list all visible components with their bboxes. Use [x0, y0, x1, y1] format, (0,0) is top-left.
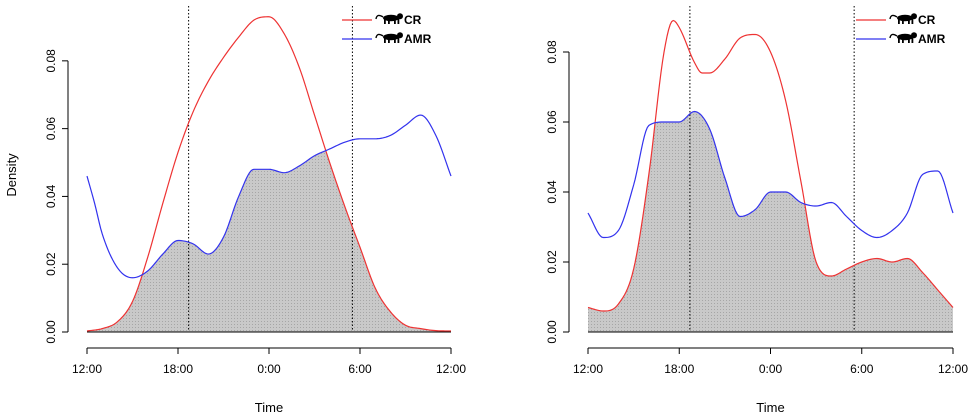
y-tick-label: 0.08 [545, 40, 559, 64]
x-tick-label: 12:00 [573, 362, 603, 376]
x-tick-label: 0:00 [257, 362, 281, 376]
overlap-area [87, 150, 451, 332]
legend: CR AMR [342, 12, 432, 46]
series-cr-line [86, 16, 452, 332]
jaguar-icon [889, 12, 918, 25]
legend-label-amr: AMR [404, 32, 432, 46]
jaguar-icon [375, 12, 404, 25]
overlap-area [588, 111, 953, 332]
y-axis: 0.00 0.02 0.04 0.06 0.08 [44, 49, 69, 344]
y-axis-title: Density [4, 153, 19, 197]
y-axis: 0.00 0.02 0.04 0.06 0.08 [545, 40, 570, 344]
legend-label-amr: AMR [918, 32, 946, 46]
x-axis: 12:00 18:00 0:00 6:00 12:00 [573, 347, 968, 376]
y-tick-label: 0.00 [44, 320, 58, 344]
y-tick-label: 0.06 [545, 110, 559, 134]
x-axis-title: Time [756, 400, 784, 415]
x-tick-label: 18:00 [163, 362, 193, 376]
x-tick-label: 6:00 [850, 362, 874, 376]
y-tick-label: 0.04 [44, 184, 58, 208]
jaguar-icon [889, 31, 918, 44]
y-tick-label: 0.04 [545, 180, 559, 204]
x-tick-label: 12:00 [938, 362, 968, 376]
x-tick-label: 12:00 [72, 362, 102, 376]
jaguar-icon [375, 31, 404, 44]
x-tick-label: 0:00 [759, 362, 783, 376]
x-tick-label: 12:00 [436, 362, 466, 376]
x-axis: 12:00 18:00 0:00 6:00 12:00 [72, 347, 466, 376]
y-tick-label: 0.02 [545, 250, 559, 274]
legend-label-cr: CR [404, 13, 422, 27]
series-amr-line [86, 114, 452, 279]
y-tick-label: 0.06 [44, 117, 58, 141]
x-tick-label: 6:00 [348, 362, 372, 376]
y-tick-label: 0.02 [44, 252, 58, 276]
legend: CR AMR [856, 12, 946, 46]
series-cr-line [587, 19, 954, 312]
y-tick-label: 0.08 [44, 49, 58, 73]
panel-left: 0.000.020.040.060.08 12:00 18:00 0:00 6:00 1… [4, 6, 466, 415]
series-amr-line [587, 110, 954, 239]
y-tick-label: 0.00 [545, 320, 559, 344]
legend-label-cr: CR [918, 13, 936, 27]
x-axis-title: Time [255, 400, 283, 415]
x-tick-label: 18:00 [664, 362, 694, 376]
panel-right: 0.000.020.040.060.08 12:00 18:00 0:00 6:00 1… [545, 6, 968, 415]
